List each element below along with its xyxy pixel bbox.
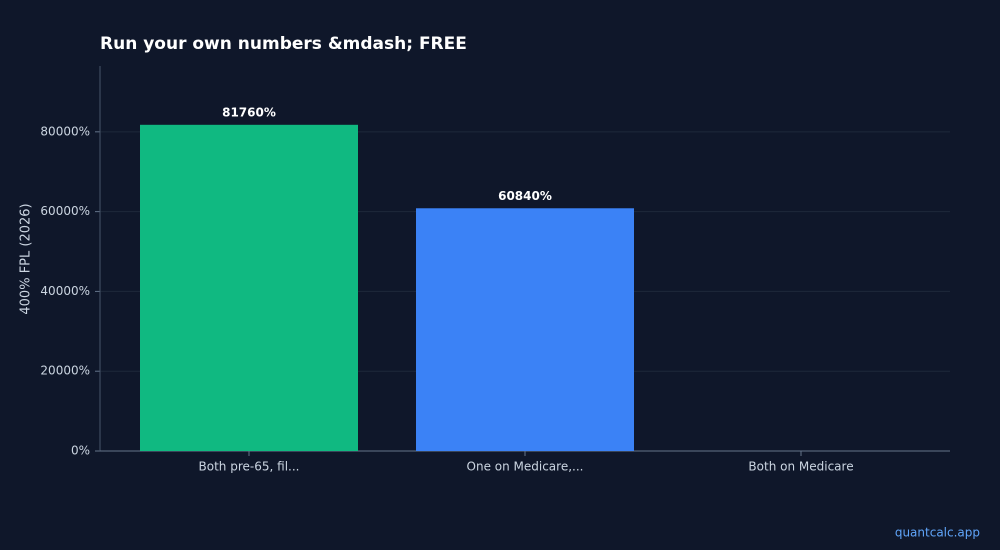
watermark: quantcalc.app — [895, 526, 980, 540]
y-tick-label: 80000% — [40, 124, 90, 138]
y-tick-label: 40000% — [40, 284, 90, 298]
chart-title: Run your own numbers &mdash; FREE — [100, 34, 467, 54]
y-axis-label: 400% FPL (2026) — [19, 203, 34, 314]
y-tick-label: 0% — [71, 444, 90, 458]
y-tick-label: 20000% — [40, 364, 90, 378]
data-label: 81760% — [222, 105, 276, 119]
bar — [416, 208, 634, 451]
data-label: 60840% — [498, 189, 552, 203]
y-tick-label: 60000% — [40, 204, 90, 218]
x-tick-label: One on Medicare,... — [467, 460, 584, 474]
bar — [140, 124, 358, 451]
x-tick-label: Both pre-65, fil... — [199, 460, 300, 474]
x-tick-label: Both on Medicare — [748, 460, 853, 474]
